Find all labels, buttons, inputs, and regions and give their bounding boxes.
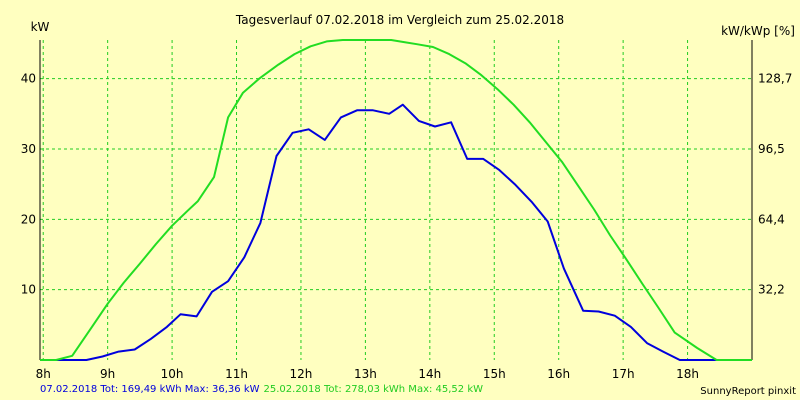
grid xyxy=(40,40,752,360)
x-tick-label: 9h xyxy=(100,367,115,381)
y-tick-label-left: 10 xyxy=(21,283,36,297)
x-tick-label: 15h xyxy=(483,367,506,381)
series-line-1 xyxy=(40,103,720,361)
series-group xyxy=(40,39,752,361)
credit-text: SunnyReport pinxit xyxy=(700,386,796,397)
plot-frame xyxy=(39,40,753,360)
y-tick-label-right: 32,2 xyxy=(758,283,785,297)
legend-series-1: 07.02.2018 Tot: 169,49 kWh Max: 36,36 kW xyxy=(40,384,260,395)
y-tick-label-right: 96,5 xyxy=(758,142,785,156)
x-tick-label: 18h xyxy=(676,367,699,381)
y-tick-label-left: 40 xyxy=(21,72,36,86)
y-tick-label-right: 64,4 xyxy=(758,212,785,226)
y-axis-left-label: kW xyxy=(31,20,50,34)
x-tick-label: 16h xyxy=(547,367,570,381)
tick-labels: 8h 9h 10h 11h 12h 13h 14h 15h 16h 17h 18h 10 20 30 40 3… xyxy=(21,72,793,381)
svg-text:07.02.2018 Tot: 169,49 kWh Max: 07.02.2018 Tot: 169,49 kWh Max: 36,36 kW… xyxy=(40,384,483,395)
y-axis-right-label: kW/kWp [%] xyxy=(721,24,795,38)
x-tick-label: 12h xyxy=(290,367,313,381)
x-tick-label: 10h xyxy=(161,367,184,381)
chart-title: Tagesverlauf 07.02.2018 im Vergleich zum… xyxy=(235,13,564,27)
x-tick-label: 11h xyxy=(225,367,248,381)
y-tick-label-right: 128,7 xyxy=(758,72,792,86)
y-tick-label-left: 20 xyxy=(21,212,36,226)
y-tick-label-left: 30 xyxy=(21,142,36,156)
legend-series-2: 25.02.2018 Tot: 278,03 kWh Max: 45,52 kW xyxy=(264,384,484,395)
x-tick-label: 14h xyxy=(418,367,441,381)
x-tick-label: 13h xyxy=(354,367,377,381)
series-line-2 xyxy=(40,39,752,361)
x-tick-label: 17h xyxy=(612,367,635,381)
x-tick-label: 8h xyxy=(36,367,51,381)
